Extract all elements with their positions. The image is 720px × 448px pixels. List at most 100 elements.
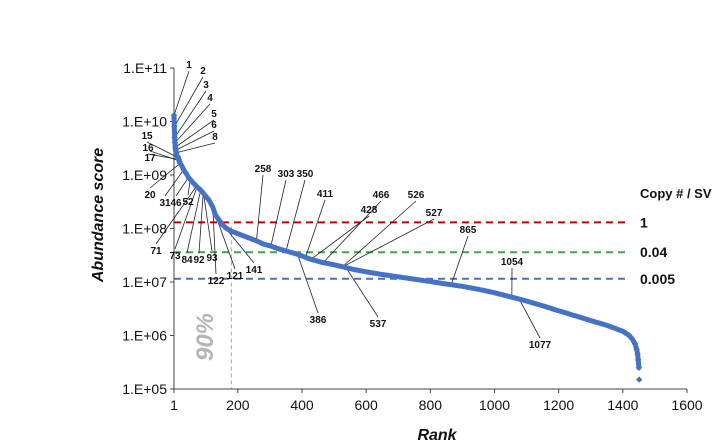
x-tick-label: 200: [226, 397, 250, 413]
annotation-label: 52: [182, 197, 194, 208]
annotation-label: 17: [144, 153, 156, 164]
annotation-leader: [174, 90, 207, 138]
x-tick-label: 1000: [479, 397, 510, 413]
data-point: [170, 112, 178, 119]
data-point: [631, 340, 639, 347]
annotation-label: 303: [278, 169, 295, 180]
annotation-leader: [175, 177, 189, 197]
annotation-label: 5: [211, 109, 217, 120]
annotation-leader: [203, 193, 213, 252]
y-tick-label: 1.E+08: [122, 221, 167, 237]
annotation-label: 92: [193, 255, 205, 266]
dashed-threshold-lines: [174, 221, 625, 389]
annotation-leader: [146, 141, 179, 159]
annotation-label: 527: [426, 208, 443, 219]
annotation-label: 258: [255, 164, 272, 175]
annotation-label: 3: [203, 80, 209, 91]
x-tick-label: 1200: [543, 397, 574, 413]
data-point: [635, 356, 642, 364]
annotation-label: 141: [246, 265, 263, 276]
annotation-leader: [174, 103, 211, 144]
annotation-label: 46: [170, 198, 182, 209]
annotation-leader: [450, 235, 469, 285]
annotation-label: 122: [208, 276, 225, 287]
annotation-leader: [322, 200, 382, 263]
annotation-label: 350: [297, 169, 314, 180]
annotation-leader: [149, 150, 180, 162]
data-point: [171, 123, 178, 130]
annotation-label: 1: [186, 60, 192, 71]
data-point: [634, 350, 641, 358]
data-point: [633, 346, 640, 353]
x-tick-label: 1400: [607, 397, 638, 413]
x-tick-label: 1: [170, 397, 178, 413]
annotation-leader: [297, 254, 319, 314]
annotation-leader: [174, 186, 198, 250]
annotation-leader: [176, 142, 216, 154]
annotation-label: 84: [181, 255, 193, 266]
data-points: [170, 112, 643, 383]
annotation-leader: [518, 298, 541, 339]
threshold-labels: 1 0.04 0.005: [640, 214, 675, 286]
annotation-label: 8: [212, 132, 218, 143]
data-point: [171, 139, 179, 146]
annotation-label: 865: [460, 225, 477, 236]
annotation-label: 411: [317, 189, 334, 200]
y-tick-label: 1.E+05: [122, 381, 167, 397]
y-tick-label: 1.E+10: [122, 114, 167, 130]
annotation-leader: [342, 218, 435, 268]
annotation-leader: [198, 193, 204, 254]
annotation-label: 1077: [529, 340, 552, 351]
abundance-curve: [171, 112, 642, 371]
threshold-label: 1: [640, 214, 648, 230]
y-tick-label: 1.E+07: [122, 274, 167, 290]
annotation-leader: [342, 200, 417, 268]
annotation-leader: [212, 207, 217, 275]
annotation-leader: [186, 190, 202, 254]
annotation-leader: [173, 70, 190, 116]
x-tick-label: 800: [419, 397, 443, 413]
annotation-leader: [305, 199, 326, 258]
x-tick-label: 600: [354, 397, 378, 413]
annotation-label: 537: [370, 319, 387, 330]
annotation-leader: [164, 169, 184, 197]
annotation-label: 71: [150, 246, 162, 257]
annotation-label: 93: [206, 253, 218, 264]
annotation-label: 428: [361, 205, 378, 216]
annotation-label: 16: [142, 143, 154, 154]
annotation-leader: [149, 163, 181, 189]
annotation-label: 20: [144, 190, 156, 201]
y-axis-title: Abundance score: [90, 148, 107, 283]
annotation-leader: [155, 185, 197, 245]
annotation-label: 2: [200, 66, 206, 77]
data-point: [171, 134, 178, 141]
percentile-label: 90%: [192, 313, 219, 361]
annotation-leader: [270, 179, 287, 247]
y-tick-labels: 1.E+05 1.E+06 1.E+07 1.E+08 1.E+09 1.E+10 1.E+…: [122, 60, 174, 397]
y-tick-label: 1.E+09: [122, 167, 167, 183]
x-tick-labels: 1 200 400 600 800 1000 1200 1400 1600: [170, 389, 703, 413]
y-tick-label: 1.E+06: [122, 328, 167, 344]
threshold-label: 0.04: [640, 244, 667, 260]
annotation-label: 526: [408, 190, 425, 201]
x-axis-title: Rank: [417, 427, 457, 444]
annotation-leader-lines: [146, 70, 541, 339]
annotation-label: 6: [211, 120, 217, 131]
annotation-leader: [310, 215, 370, 260]
annotation-label: 73: [169, 251, 181, 262]
annotation-label: 1054: [501, 257, 524, 268]
data-point: [635, 364, 643, 371]
threshold-label: 0.005: [640, 271, 675, 287]
annotation-leader: [256, 174, 264, 241]
annotation-label: 121: [227, 271, 244, 282]
annotation-label: 31: [159, 198, 171, 209]
annotation-leader: [175, 130, 215, 151]
annotation-leader: [285, 179, 306, 252]
x-tick-label: 1600: [671, 397, 702, 413]
x-tick-label: 400: [290, 397, 314, 413]
y-tick-label: 1.E+11: [123, 60, 167, 76]
annotation-label: 4: [207, 93, 213, 104]
threshold-legend-title: Copy # / SV: [640, 186, 712, 201]
axes: [173, 68, 687, 390]
